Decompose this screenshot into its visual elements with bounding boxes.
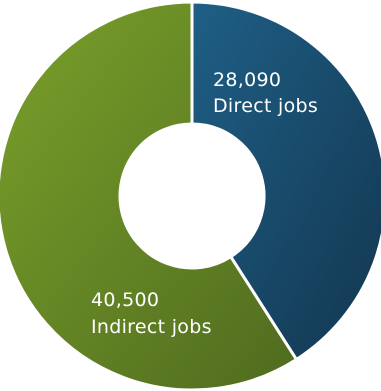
indirect-jobs-category-label: Indirect jobs: [91, 316, 212, 338]
labels-group: 28,090 Direct jobs 40,500 Indirect jobs: [91, 69, 318, 338]
direct-jobs-category-label: Direct jobs: [213, 95, 318, 117]
direct-jobs-value-label: 28,090: [213, 69, 281, 91]
indirect-jobs-slice: [0, 0, 299, 391]
direct-jobs-slice: [190, 0, 381, 362]
indirect-jobs-value-label: 40,500: [91, 289, 159, 311]
